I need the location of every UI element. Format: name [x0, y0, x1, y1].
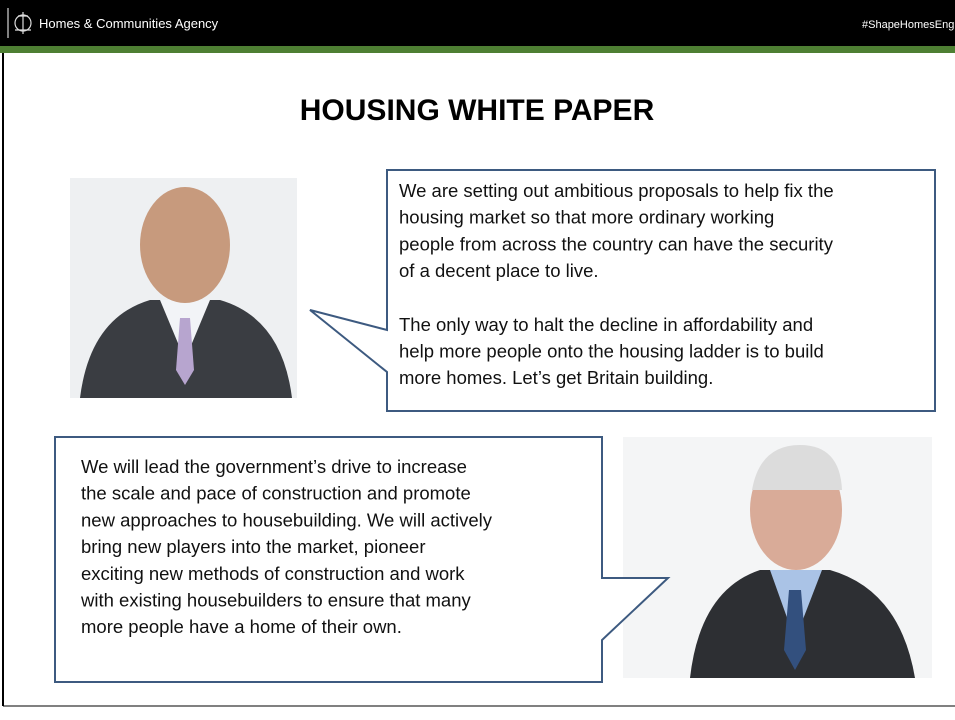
speech-bubble: [309, 169, 936, 412]
quote-text: We are setting out ambitious proposals t…: [399, 180, 834, 388]
quote-line: more homes. Let’s get Britain building.: [399, 367, 713, 388]
portrait-photo: [70, 178, 297, 398]
crest-icon: [14, 12, 32, 34]
slide-title: HOUSING WHITE PAPER: [300, 94, 655, 127]
quote-line: more people have a home of their own.: [81, 616, 402, 637]
quote-line: We will lead the government’s drive to i…: [81, 456, 467, 477]
portrait-photo: [623, 437, 932, 678]
quote-line: with existing housebuilders to ensure th…: [80, 590, 471, 611]
quote-line: new approaches to housebuilding. We will…: [81, 509, 493, 530]
quote-line: help more people onto the housing ladder…: [399, 341, 824, 362]
quote-line: the scale and pace of construction and p…: [81, 483, 471, 504]
quote-line: housing market so that more ordinary wor…: [399, 207, 774, 228]
speech-bubble: [54, 436, 671, 683]
organization-name: Homes & Communities Agency: [39, 16, 219, 31]
quote-line: bring new players into the market, pione…: [81, 536, 426, 557]
quote-line: people from across the country can have …: [399, 233, 834, 254]
quote-text: We will lead the government’s drive to i…: [80, 456, 493, 637]
header-stripe: [0, 46, 955, 53]
quote-line: The only way to halt the decline in affo…: [399, 314, 813, 335]
header-bar: [0, 0, 955, 46]
hashtag: #ShapeHomesEngland: [862, 19, 955, 31]
quote-line: of a decent place to live.: [399, 260, 599, 281]
quote-line: exciting new methods of construction and…: [81, 563, 465, 584]
quote-line: We are setting out ambitious proposals t…: [399, 180, 834, 201]
